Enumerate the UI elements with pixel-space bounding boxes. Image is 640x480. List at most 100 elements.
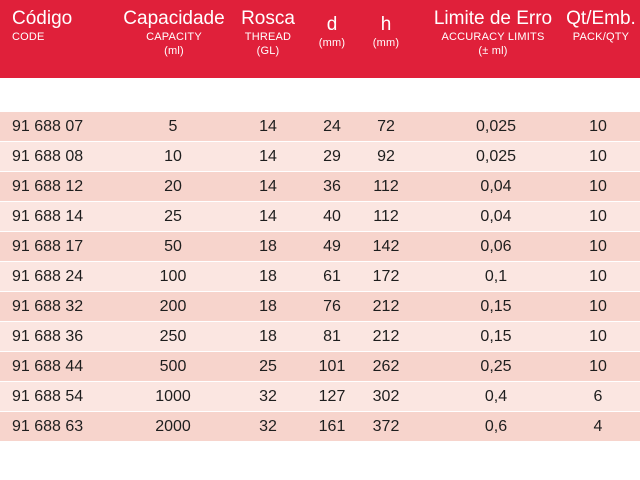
- cell-h: 72: [377, 118, 395, 135]
- cell-code: 91 688 07: [12, 118, 84, 135]
- header-d-main: d: [326, 14, 338, 35]
- header-capacity-sub2: (ml): [164, 45, 184, 57]
- cell-d: 40: [323, 208, 341, 225]
- cell-accuracy: 0,15: [480, 298, 512, 315]
- cell-h: 302: [372, 388, 400, 405]
- cell-h: 112: [373, 208, 399, 225]
- cell-accuracy: 0,1: [484, 268, 508, 285]
- cell-accuracy: 0,15: [480, 328, 512, 345]
- header-code: Código CODE: [12, 8, 72, 44]
- table-row: 91 688 32 200 18 76 212 0,15 10: [0, 292, 640, 322]
- cell-code: 91 688 36: [12, 328, 84, 345]
- header-code-main: Código: [12, 8, 73, 29]
- cell-thread: 32: [259, 388, 277, 405]
- table-row: 91 688 17 50 18 49 142 0,06 10: [0, 232, 640, 262]
- cell-qty: 10: [589, 238, 607, 255]
- cell-h: 172: [372, 268, 400, 285]
- cell-h: 262: [372, 358, 400, 375]
- header-code-sub: CODE: [12, 31, 45, 43]
- header-h-main: h: [380, 14, 392, 35]
- cell-capacity: 50: [164, 238, 182, 255]
- cell-h: 112: [373, 178, 399, 195]
- header-h: h (mm): [358, 14, 414, 50]
- cell-capacity: 20: [164, 178, 182, 195]
- cell-thread: 32: [259, 418, 277, 435]
- table-row: 91 688 08 10 14 29 92 0,025 10: [0, 142, 640, 172]
- table-row: 91 688 63 2000 32 161 372 0,6 4: [0, 412, 640, 442]
- header-d: d (mm): [306, 14, 358, 50]
- cell-accuracy: 0,4: [484, 388, 508, 405]
- table-row: 91 688 12 20 14 36 112 0,04 10: [0, 172, 640, 202]
- cell-thread: 14: [259, 178, 277, 195]
- cell-capacity: 1000: [155, 388, 191, 405]
- cell-d: 24: [323, 118, 341, 135]
- cell-accuracy: 0,6: [484, 418, 508, 435]
- cell-qty: 10: [589, 118, 607, 135]
- table-row: 91 688 07 5 14 24 72 0,025 10: [0, 112, 640, 142]
- cell-qty: 10: [589, 148, 607, 165]
- cell-thread: 14: [259, 118, 277, 135]
- cell-d: 81: [323, 328, 341, 345]
- cell-qty: 10: [589, 298, 607, 315]
- header-thread: Rosca THREAD (GL): [236, 8, 300, 58]
- cell-d: 49: [323, 238, 341, 255]
- table-row: 91 688 36 250 18 81 212 0,15 10: [0, 322, 640, 352]
- cell-accuracy: 0,06: [480, 238, 512, 255]
- table-body: 91 688 07 5 14 24 72 0,025 10 91 688 08 10 14 29 92…: [0, 112, 640, 442]
- cell-code: 91 688 17: [12, 238, 84, 255]
- header-capacity-sub1: CAPACITY: [146, 31, 202, 43]
- header-capacity: Capacidade CAPACITY (ml): [112, 8, 236, 58]
- cell-d: 161: [318, 418, 346, 435]
- cell-d: 29: [323, 148, 341, 165]
- cell-code: 91 688 63: [12, 418, 84, 435]
- cell-d: 127: [318, 388, 346, 405]
- cell-qty: 10: [589, 268, 607, 285]
- header-d-sub: (mm): [318, 37, 346, 49]
- header-qty: Qt/Emb. PACK/QTY: [566, 8, 636, 44]
- table-row: 91 688 44 500 25 101 262 0,25 10: [0, 352, 640, 382]
- cell-capacity: 2000: [155, 418, 191, 435]
- cell-h: 92: [377, 148, 395, 165]
- cell-thread: 14: [259, 208, 277, 225]
- table-row: 91 688 54 1000 32 127 302 0,4 6: [0, 382, 640, 412]
- header-qty-main: Qt/Emb.: [566, 8, 636, 29]
- cell-capacity: 5: [168, 118, 178, 135]
- cell-qty: 4: [593, 418, 603, 435]
- cell-qty: 10: [589, 208, 607, 225]
- cell-capacity: 10: [164, 148, 182, 165]
- cell-code: 91 688 12: [12, 178, 84, 195]
- cell-thread: 18: [259, 238, 277, 255]
- cell-d: 76: [323, 298, 341, 315]
- header-spacer: [0, 78, 640, 112]
- header-accuracy-sub2: (± ml): [478, 45, 508, 57]
- cell-accuracy: 0,025: [475, 148, 517, 165]
- cell-d: 61: [323, 268, 341, 285]
- cell-code: 91 688 24: [12, 268, 84, 285]
- cell-thread: 18: [259, 298, 277, 315]
- cell-accuracy: 0,04: [480, 208, 512, 225]
- cell-code: 91 688 54: [12, 388, 84, 405]
- cell-capacity: 100: [159, 268, 187, 285]
- cell-thread: 14: [259, 148, 277, 165]
- cell-qty: 6: [593, 388, 603, 405]
- cell-qty: 10: [589, 358, 607, 375]
- cell-capacity: 500: [159, 358, 187, 375]
- header-thread-main: Rosca: [241, 8, 295, 29]
- header-accuracy-main: Limite de Erro: [433, 8, 553, 29]
- header-thread-sub2: (GL): [256, 45, 280, 57]
- cell-thread: 25: [259, 358, 277, 375]
- header-qty-sub: PACK/QTY: [572, 31, 630, 43]
- cell-capacity: 25: [164, 208, 182, 225]
- header-accuracy-sub1: ACCURACY LIMITS: [441, 31, 545, 43]
- cell-thread: 18: [259, 268, 277, 285]
- cell-h: 372: [372, 418, 400, 435]
- cell-h: 212: [372, 298, 400, 315]
- cell-code: 91 688 32: [12, 298, 84, 315]
- table-row: 91 688 14 25 14 40 112 0,04 10: [0, 202, 640, 232]
- cell-d: 36: [323, 178, 341, 195]
- cell-qty: 10: [589, 328, 607, 345]
- header-capacity-main: Capacidade: [123, 8, 225, 29]
- cell-code: 91 688 44: [12, 358, 84, 375]
- cell-accuracy: 0,025: [475, 118, 517, 135]
